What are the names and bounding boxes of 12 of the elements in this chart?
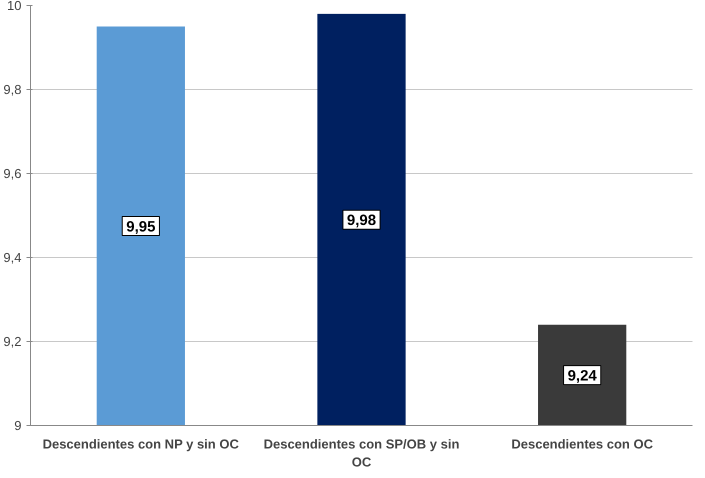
x-tick-label: Descendientes con SP/OB y sin OC — [264, 436, 460, 470]
data-label: 9,98 — [346, 212, 376, 230]
y-tick-label: 10 — [7, 0, 22, 13]
y-tick-label: 9,6 — [3, 166, 22, 181]
y-tick-label: 9 — [14, 418, 22, 433]
data-label: 9,95 — [126, 218, 156, 236]
y-tick-label: 9,4 — [3, 250, 22, 265]
y-tick-label: 9,8 — [3, 82, 22, 97]
y-tick-label: 9,2 — [3, 334, 22, 349]
x-tick-label: Descendientes con OC — [511, 436, 654, 452]
data-label: 9,24 — [568, 368, 598, 385]
x-tick-label: Descendientes con NP y sin OC — [42, 436, 240, 452]
